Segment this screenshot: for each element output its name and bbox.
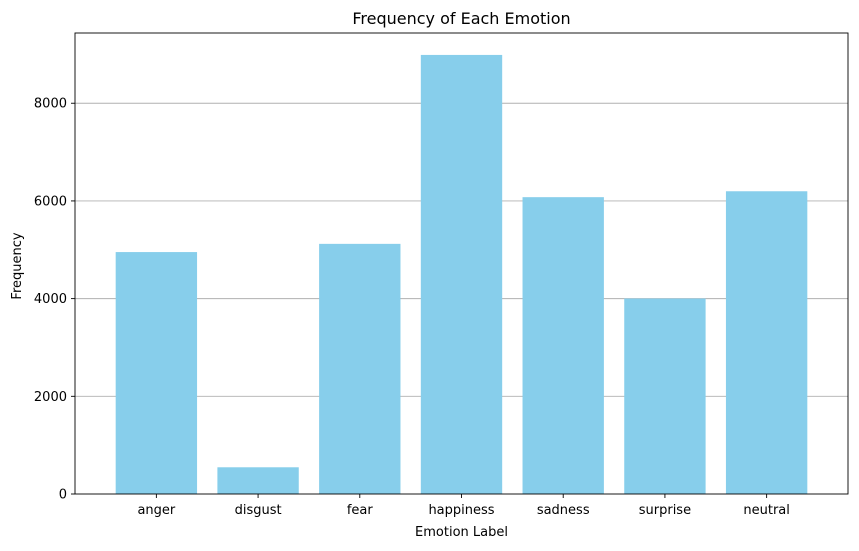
y-tick-label: 2000: [34, 390, 67, 405]
bar-surprise: [624, 298, 706, 494]
x-tick-label: anger: [137, 503, 175, 518]
bar-sadness: [522, 197, 604, 494]
bars: [115, 54, 808, 494]
y-tick-label: 6000: [34, 194, 67, 209]
x-tick-label: neutral: [743, 503, 790, 518]
x-tick-label: happiness: [428, 503, 494, 518]
x-tick-label: surprise: [639, 503, 691, 518]
ticks: 0 2000 4000 6000 8000 anger disgust fear happine…: [34, 97, 790, 518]
x-tick-label: disgust: [235, 503, 282, 518]
x-tick-label: fear: [347, 503, 374, 518]
x-tick-label: sadness: [537, 503, 590, 518]
y-axis-label: Frequency: [10, 232, 25, 299]
x-axis-label: Emotion Label: [415, 525, 508, 540]
bar-neutral: [725, 191, 808, 494]
bar-disgust: [217, 467, 299, 494]
bar-anger: [115, 252, 198, 494]
chart-title: Frequency of Each Emotion: [352, 9, 570, 28]
y-tick-label: 8000: [34, 97, 67, 112]
y-tick-label: 4000: [34, 292, 67, 307]
y-tick-label: 0: [59, 488, 67, 503]
bar-fear: [319, 243, 401, 494]
bar-happiness: [420, 54, 503, 494]
